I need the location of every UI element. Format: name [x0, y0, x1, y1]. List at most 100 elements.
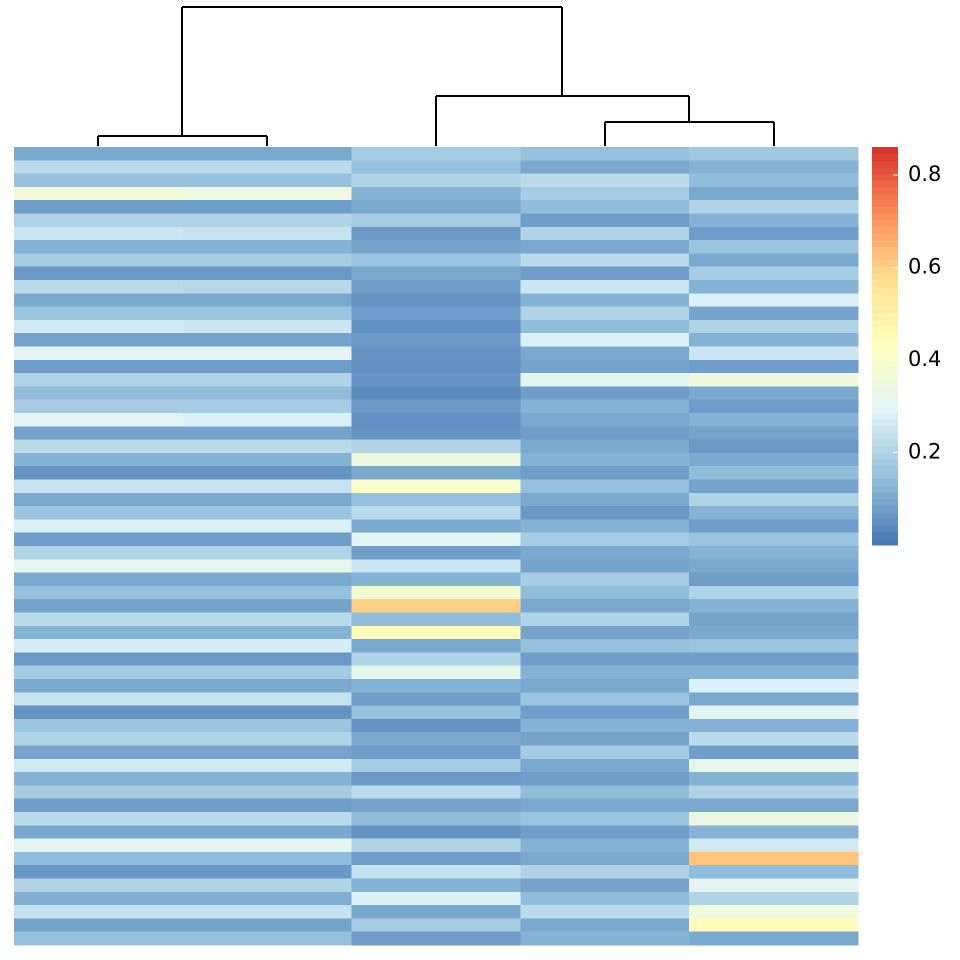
- heatmap-cell: [351, 665, 521, 680]
- heatmap-cell: [520, 173, 690, 188]
- colorbar-segment: [872, 392, 898, 400]
- heatmap-cell: [351, 200, 521, 214]
- heatmap-cell: [182, 266, 353, 281]
- heatmap-cell: [351, 585, 521, 600]
- heatmap-cell: [520, 280, 690, 294]
- heatmap-cell: [689, 785, 859, 800]
- heatmap-cell: [689, 905, 859, 919]
- heatmap-cell: [351, 865, 521, 879]
- heatmap-cell: [520, 293, 690, 308]
- heatmap-cell: [182, 333, 353, 347]
- heatmap-cell: [14, 639, 184, 653]
- heatmap-cell: [14, 838, 184, 853]
- heatmap-cell: [520, 625, 690, 640]
- heatmap-cell: [351, 546, 521, 560]
- heatmap-cell: [14, 399, 184, 414]
- heatmap-cell: [182, 306, 353, 321]
- heatmap-cell: [689, 160, 859, 175]
- colorbar-segment: [872, 405, 898, 413]
- heatmap-cell: [520, 492, 690, 507]
- heatmap-cell: [182, 732, 353, 746]
- colorbar: [872, 147, 898, 546]
- colorbar-segment: [872, 485, 898, 493]
- heatmap-cell: [182, 812, 353, 826]
- heatmap-cell: [520, 665, 690, 680]
- heatmap-cell: [182, 452, 353, 467]
- heatmap-cell: [520, 825, 690, 840]
- heatmap-cell: [520, 785, 690, 800]
- heatmap-cell: [520, 639, 690, 653]
- heatmap-cell: [182, 785, 353, 800]
- colorbar-segment: [872, 425, 898, 433]
- heatmap-cell: [14, 452, 184, 467]
- heatmap-cell: [689, 506, 859, 520]
- heatmap-cell: [689, 772, 859, 786]
- heatmap-cell: [351, 399, 521, 414]
- heatmap-cell: [351, 160, 521, 175]
- heatmap-cell: [182, 599, 353, 613]
- heatmap-cell: [689, 625, 859, 640]
- heatmap-cell: [351, 506, 521, 520]
- colorbar-segment: [872, 200, 898, 208]
- heatmap-cell: [520, 931, 690, 946]
- heatmap-cell: [520, 240, 690, 254]
- heatmap-cell: [182, 931, 353, 946]
- heatmap-cell: [14, 293, 184, 308]
- heatmap-cell: [351, 612, 521, 627]
- heatmap-cell: [351, 519, 521, 534]
- heatmap-cell: [182, 506, 353, 520]
- heatmap-cell: [520, 399, 690, 414]
- heatmap-cell: [351, 452, 521, 467]
- heatmap-cell: [14, 665, 184, 680]
- heatmap-cell: [351, 359, 521, 374]
- colorbar-segment: [872, 273, 898, 281]
- heatmap-cell: [520, 466, 690, 480]
- colorbar-segment: [872, 259, 898, 267]
- heatmap-cell: [689, 240, 859, 254]
- colorbar-segment: [872, 319, 898, 327]
- heatmap-cell: [689, 373, 859, 387]
- colorbar-segment: [872, 465, 898, 473]
- heatmap-cell: [520, 359, 690, 374]
- heatmap-cell: [182, 692, 353, 707]
- heatmap-cell: [14, 572, 184, 587]
- heatmap-cell: [351, 532, 521, 547]
- heatmap-cell: [520, 346, 690, 361]
- heatmap-cell: [182, 705, 353, 720]
- heatmap-cell: [520, 386, 690, 401]
- heatmap-cell: [689, 319, 859, 334]
- colorbar-segment: [872, 438, 898, 446]
- heatmap-cell: [351, 772, 521, 786]
- heatmap-cell: [14, 679, 184, 693]
- heatmap-cell: [520, 439, 690, 454]
- colorbar-segment: [872, 472, 898, 480]
- heatmap-cell: [14, 732, 184, 746]
- heatmap-cell: [351, 466, 521, 480]
- heatmap-cell: [182, 346, 353, 361]
- heatmap-cell: [520, 718, 690, 733]
- heatmap-cell: [14, 612, 184, 627]
- heatmap-cell: [520, 905, 690, 919]
- heatmap-cell: [689, 213, 859, 228]
- colorbar-segment: [872, 418, 898, 427]
- heatmap-cell: [351, 280, 521, 294]
- heatmap-cell: [14, 160, 184, 175]
- heatmap-cell: [14, 878, 184, 893]
- heatmap-cell: [520, 585, 690, 600]
- heatmap-cell: [14, 466, 184, 480]
- heatmap-cell: [14, 785, 184, 800]
- heatmap-cell: [351, 226, 521, 241]
- heatmap-cell: [520, 413, 690, 427]
- heatmap-cell: [351, 798, 521, 813]
- heatmap-cell: [182, 572, 353, 587]
- heatmap-cell: [351, 306, 521, 321]
- colorbar-segment: [872, 219, 898, 228]
- heatmap-cell: [689, 293, 859, 308]
- heatmap-cell: [689, 452, 859, 467]
- colorbar-segment: [872, 538, 898, 546]
- heatmap-cell: [182, 373, 353, 387]
- colorbar-segment: [872, 326, 898, 334]
- heatmap-cell: [689, 599, 859, 613]
- heatmap-cell: [520, 745, 690, 760]
- heatmap-cell: [689, 851, 859, 866]
